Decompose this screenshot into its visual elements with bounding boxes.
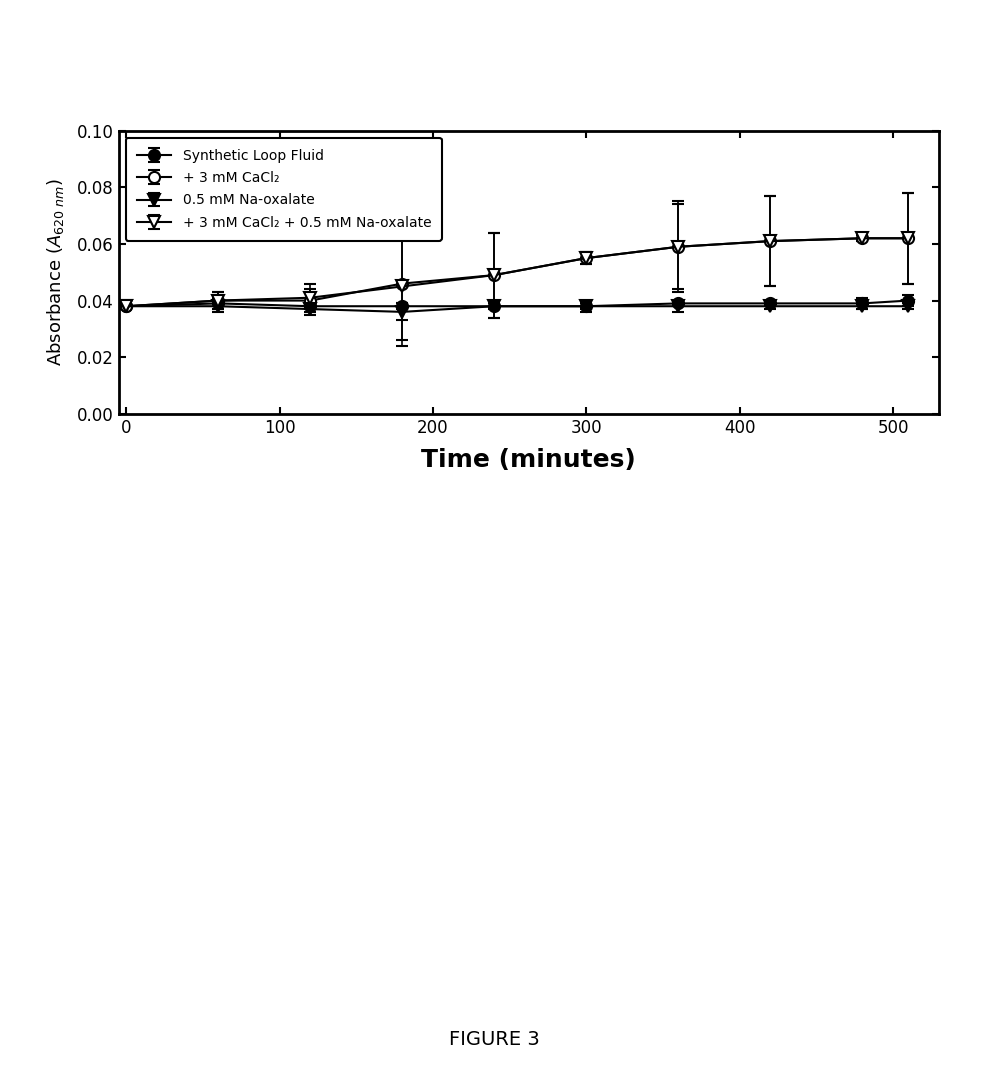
X-axis label: Time (minutes): Time (minutes)	[421, 448, 636, 472]
Y-axis label: Absorbance ($A_{620\ nm}$): Absorbance ($A_{620\ nm}$)	[44, 179, 66, 366]
Legend: Synthetic Loop Fluid, + 3 mM CaCl₂, 0.5 mM Na-oxalate, + 3 mM CaCl₂ + 0.5 mM Na-: Synthetic Loop Fluid, + 3 mM CaCl₂, 0.5 …	[125, 137, 442, 241]
Text: FIGURE 3: FIGURE 3	[449, 1030, 539, 1050]
